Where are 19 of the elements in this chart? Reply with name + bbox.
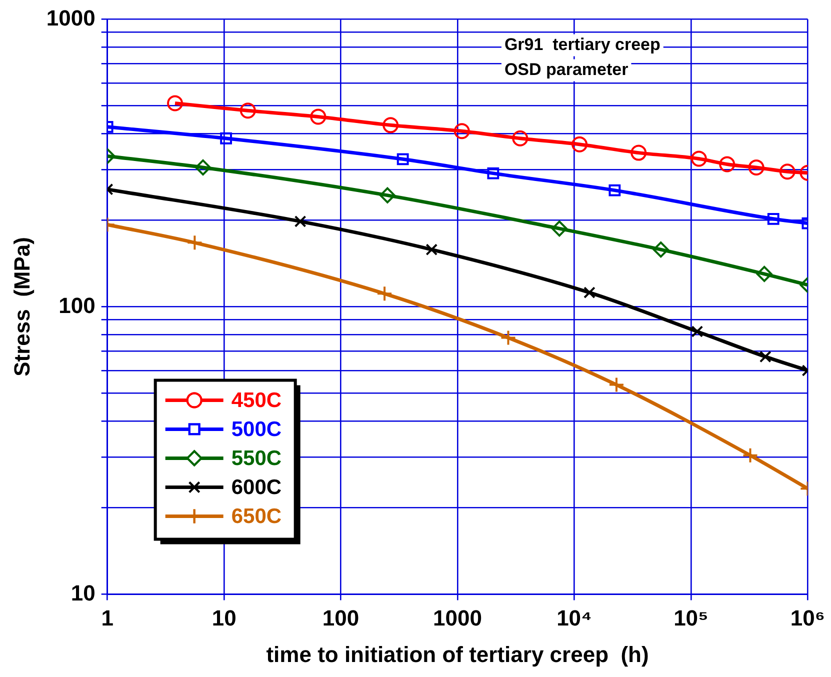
y-tick-label: 1000 (46, 5, 96, 30)
x-tick-label: 100 (322, 605, 360, 630)
x-tick-label: 10 (212, 605, 236, 630)
annotation: Gr91 tertiary creep (504, 34, 660, 54)
x-tick-label: 10⁵ (674, 605, 708, 630)
y-axis-title: Stress (MPa) (9, 237, 34, 376)
x-tick-label: 10⁶ (790, 605, 826, 630)
legend-label: 600C (231, 476, 282, 499)
legend-label: 550C (231, 446, 282, 470)
y-tick-label: 100 (58, 292, 96, 318)
annotation: OSD parameter (504, 60, 629, 79)
y-tick-label: 10 (70, 580, 96, 606)
x-tick-label: 10⁴ (556, 605, 592, 630)
legend-label: 450C (231, 388, 282, 412)
x-axis-title: time to initiation of tertiary creep (h) (266, 642, 649, 667)
x-tick-label: 1 (101, 605, 114, 630)
legend-label: 500C (231, 418, 282, 441)
x-tick-label: 1000 (433, 605, 482, 630)
legend-label: 650C (231, 504, 282, 528)
